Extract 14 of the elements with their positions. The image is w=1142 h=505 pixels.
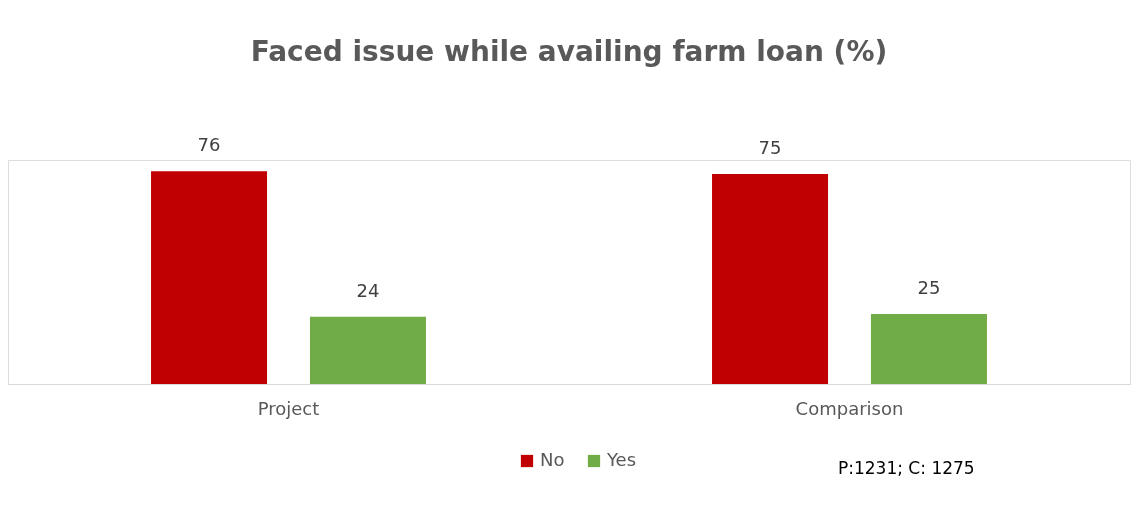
bar xyxy=(151,171,268,384)
chart-title: Faced issue while availing farm loan (%) xyxy=(250,35,888,69)
data-label: 76 xyxy=(197,134,221,156)
x-tick-label: Project xyxy=(257,397,320,419)
legend-label: Yes xyxy=(606,449,637,470)
bar xyxy=(870,314,987,384)
data-label: 25 xyxy=(917,277,941,298)
bar xyxy=(309,316,426,384)
legend-label: No xyxy=(540,449,565,470)
data-label: 24 xyxy=(356,279,380,301)
text: P:1231; C: 1275 xyxy=(838,458,975,478)
bar xyxy=(712,174,829,384)
x-tick-label: Comparison xyxy=(795,397,904,419)
data-label: 75 xyxy=(758,137,782,158)
